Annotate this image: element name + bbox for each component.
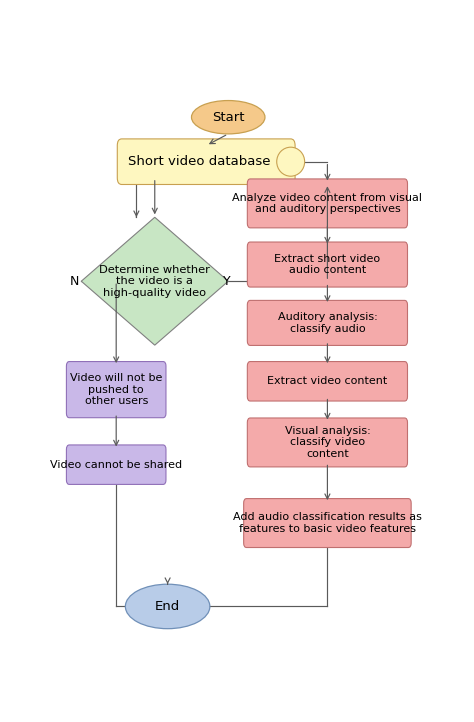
FancyBboxPatch shape bbox=[287, 147, 292, 176]
Polygon shape bbox=[82, 217, 228, 345]
Text: Analyze video content from visual
and auditory perspectives: Analyze video content from visual and au… bbox=[232, 193, 422, 214]
Ellipse shape bbox=[125, 584, 210, 629]
Ellipse shape bbox=[277, 147, 305, 176]
FancyBboxPatch shape bbox=[66, 445, 166, 484]
Text: Determine whether
the video is a
high-quality video: Determine whether the video is a high-qu… bbox=[100, 265, 210, 297]
Ellipse shape bbox=[191, 100, 265, 134]
FancyBboxPatch shape bbox=[247, 300, 408, 345]
Text: Auditory analysis:
classify audio: Auditory analysis: classify audio bbox=[278, 312, 377, 334]
Text: Short video database: Short video database bbox=[128, 155, 271, 168]
FancyBboxPatch shape bbox=[247, 362, 408, 401]
Text: Extract video content: Extract video content bbox=[267, 376, 388, 386]
Text: End: End bbox=[155, 600, 180, 613]
FancyBboxPatch shape bbox=[117, 139, 295, 185]
FancyBboxPatch shape bbox=[247, 242, 408, 287]
Text: Extract short video
audio content: Extract short video audio content bbox=[274, 253, 381, 275]
Text: Visual analysis:
classify video
content: Visual analysis: classify video content bbox=[284, 426, 370, 459]
FancyBboxPatch shape bbox=[247, 179, 408, 228]
FancyBboxPatch shape bbox=[247, 418, 408, 467]
Text: Video cannot be shared: Video cannot be shared bbox=[50, 460, 182, 470]
FancyBboxPatch shape bbox=[66, 362, 166, 418]
Text: Video will not be
pushed to
other users: Video will not be pushed to other users bbox=[70, 373, 163, 406]
FancyBboxPatch shape bbox=[244, 499, 411, 547]
Text: Y: Y bbox=[223, 274, 230, 288]
Text: N: N bbox=[69, 274, 79, 288]
Text: Start: Start bbox=[212, 110, 245, 123]
Text: Add audio classification results as
features to basic video features: Add audio classification results as feat… bbox=[233, 512, 422, 534]
